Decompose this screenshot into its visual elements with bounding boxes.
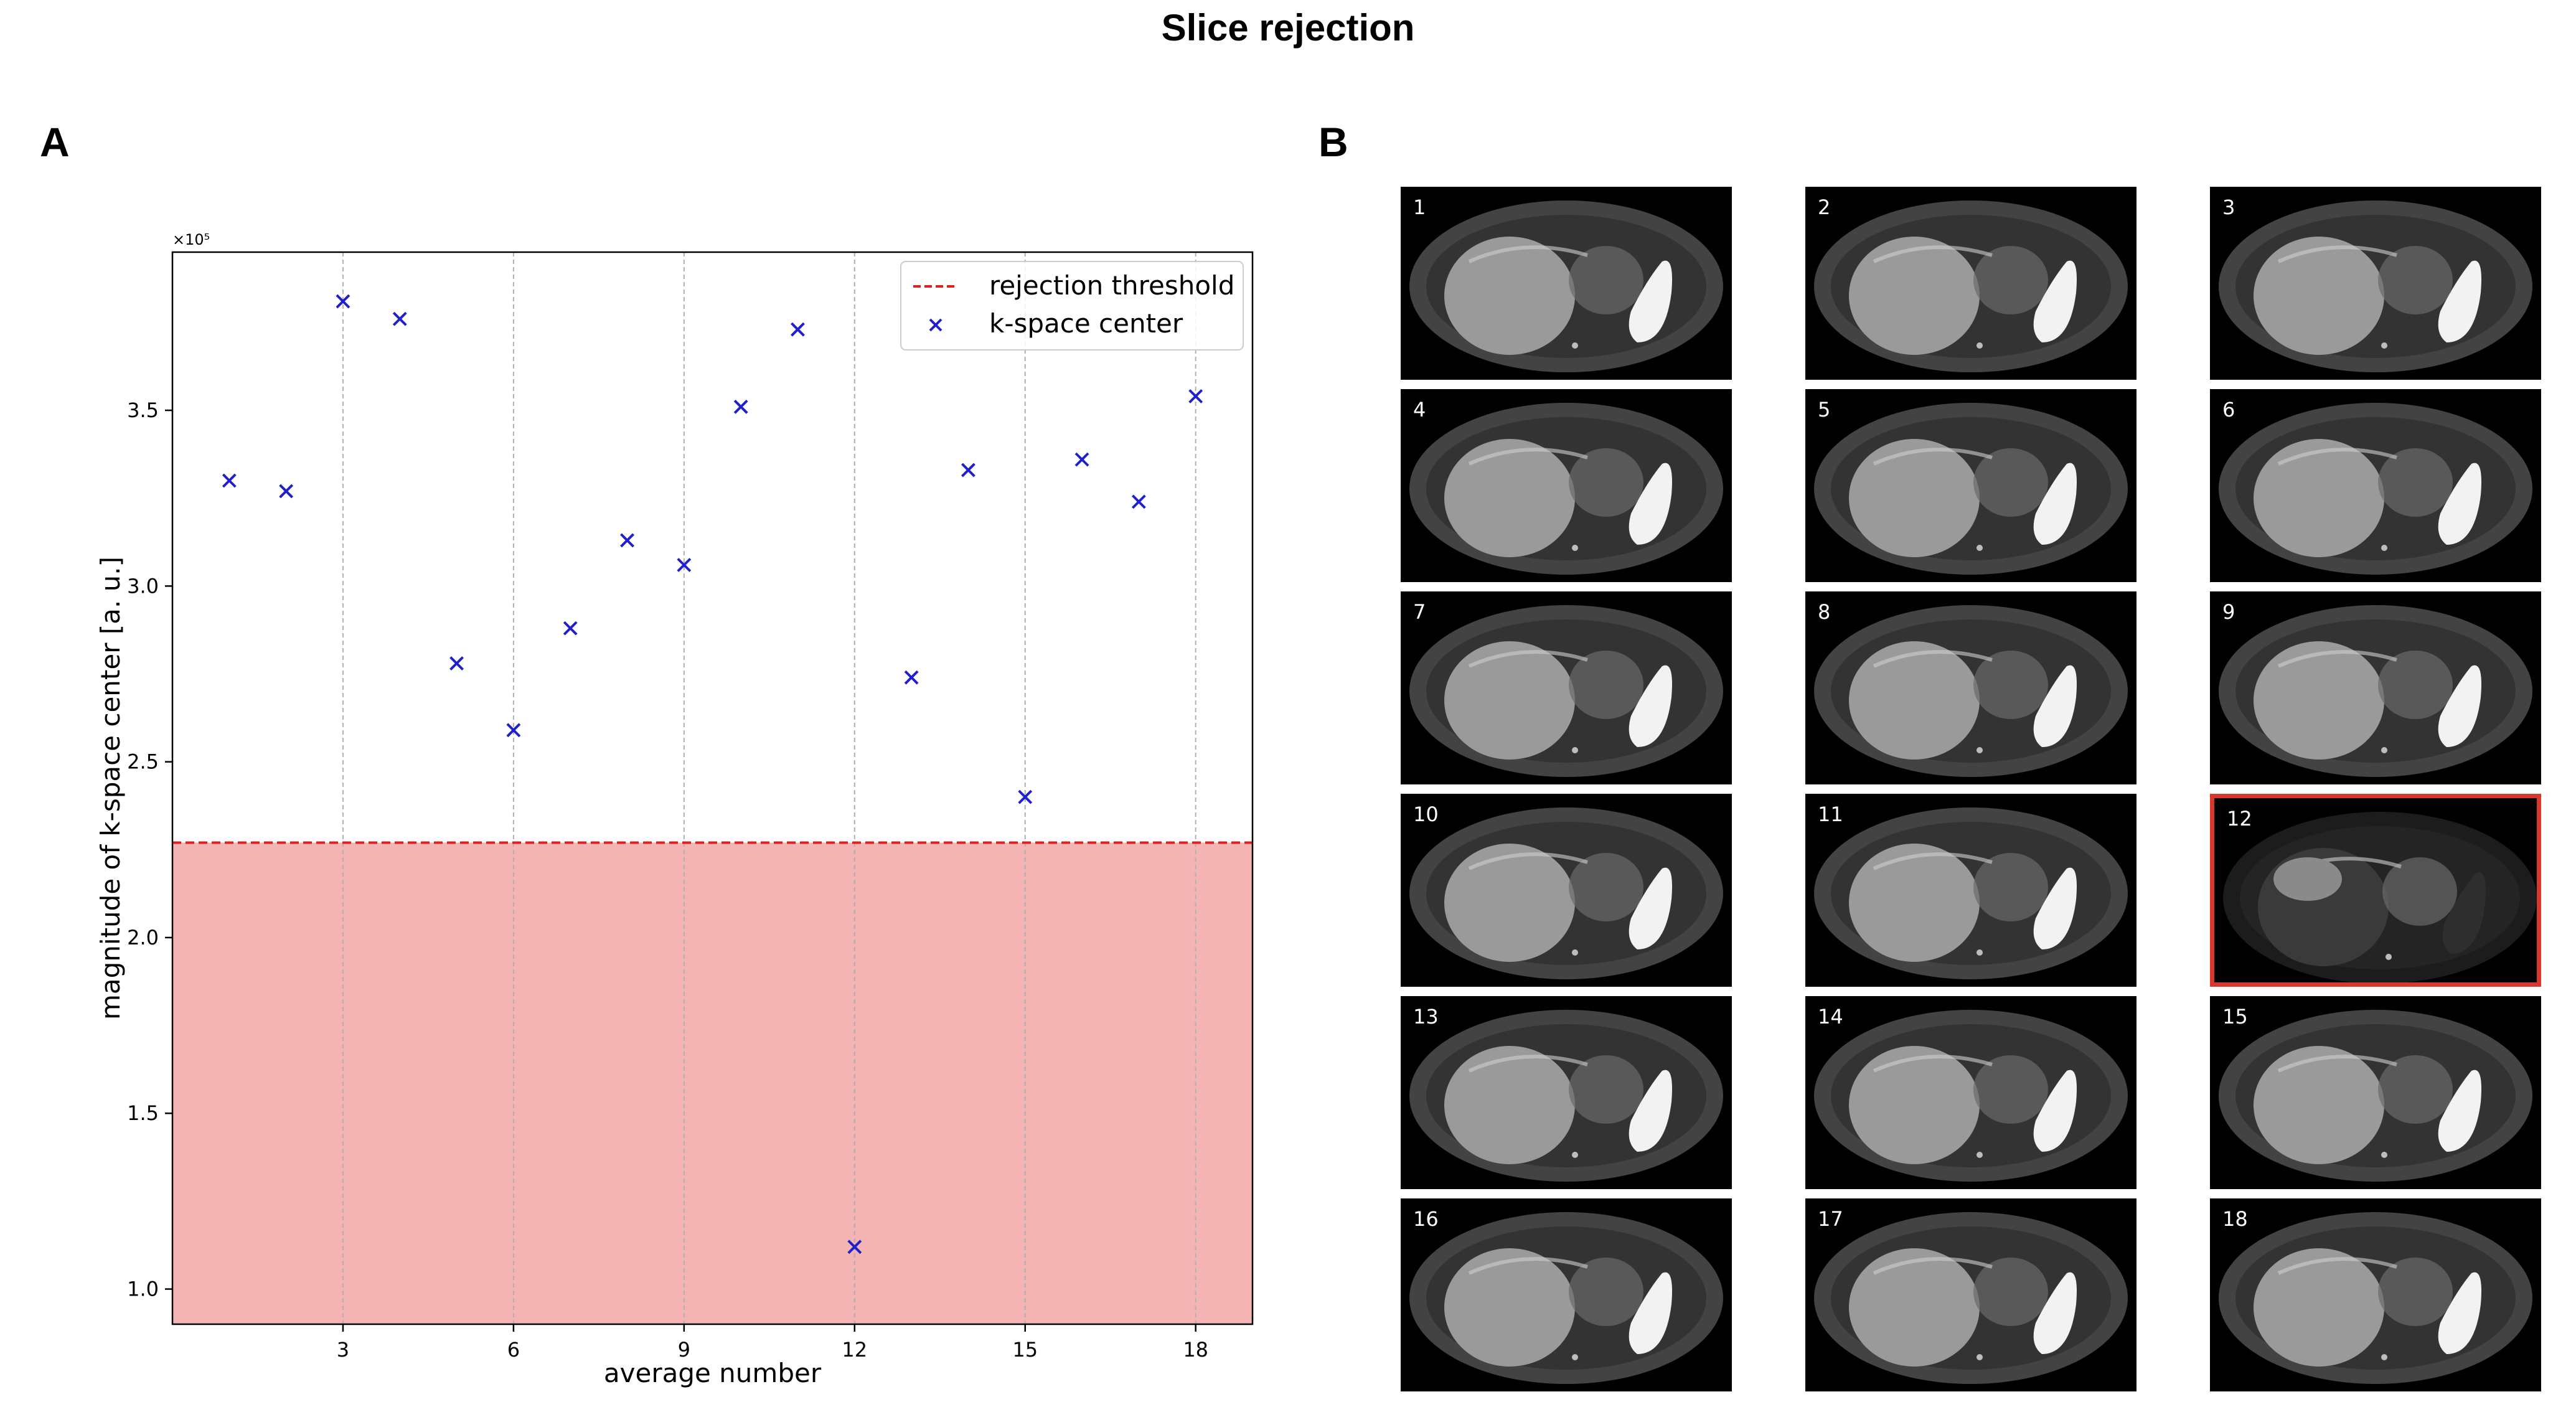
thumbnail-11[interactable]: 11 bbox=[1805, 794, 2136, 987]
data-point-1 bbox=[222, 473, 237, 488]
x-tick-label: 9 bbox=[678, 1338, 690, 1362]
thumbnail-5[interactable]: 5 bbox=[1805, 389, 2136, 582]
panel-a-label: A bbox=[40, 119, 70, 165]
mri-slice-image bbox=[2223, 812, 2537, 982]
mri-slice-image bbox=[1409, 1212, 1723, 1384]
data-point-17 bbox=[1131, 494, 1146, 509]
thumbnail-2[interactable]: 2 bbox=[1805, 187, 2136, 380]
mri-slice-image bbox=[1814, 1010, 2128, 1182]
thumbnail-number: 12 bbox=[2227, 807, 2252, 831]
data-point-16 bbox=[1074, 452, 1089, 467]
y-tick-label: 3.5 bbox=[127, 398, 159, 422]
plot-frame bbox=[171, 251, 1254, 1325]
mri-slice-image bbox=[2219, 200, 2532, 372]
mri-slice-image bbox=[1409, 605, 1723, 777]
thumbnail-number: 4 bbox=[1413, 398, 1426, 421]
mri-slice-image bbox=[2219, 1212, 2532, 1384]
mri-slice-image bbox=[1814, 1212, 2128, 1384]
thumbnail-14[interactable]: 14 bbox=[1805, 996, 2136, 1189]
thumbnail-number: 18 bbox=[2222, 1207, 2248, 1231]
mri-slice-image bbox=[1814, 200, 2128, 372]
mri-slice-image bbox=[1409, 807, 1723, 979]
data-point-2 bbox=[279, 484, 294, 499]
y-tick-label: 1.0 bbox=[127, 1278, 159, 1301]
data-point-14 bbox=[961, 463, 975, 478]
thumbnail-number: 1 bbox=[1413, 195, 1426, 219]
data-point-5 bbox=[449, 656, 464, 671]
mri-slice-image bbox=[1814, 403, 2128, 575]
mri-slice-image bbox=[1814, 605, 2128, 777]
legend-kspace-swatch bbox=[929, 318, 942, 332]
data-point-8 bbox=[620, 533, 634, 548]
mri-slice-image bbox=[1409, 200, 1723, 372]
data-point-12 bbox=[847, 1240, 862, 1254]
data-point-11 bbox=[791, 322, 805, 337]
x-tick-label: 6 bbox=[507, 1338, 520, 1362]
legend-box bbox=[900, 261, 1244, 351]
data-point-13 bbox=[904, 670, 919, 685]
data-point-15 bbox=[1018, 789, 1033, 804]
thumbnail-number: 5 bbox=[1818, 398, 1831, 421]
data-point-6 bbox=[506, 723, 521, 738]
data-point-4 bbox=[392, 311, 407, 326]
data-point-10 bbox=[733, 400, 748, 414]
mri-slice-image bbox=[2219, 605, 2532, 777]
thumbnail-number: 6 bbox=[2222, 398, 2235, 421]
thumbnail-17[interactable]: 17 bbox=[1805, 1198, 2136, 1391]
thumbnail-number: 8 bbox=[1818, 600, 1831, 624]
mri-slice-image bbox=[2219, 403, 2532, 575]
x-axis-label: average number bbox=[604, 1358, 822, 1388]
thumbnail-16[interactable]: 16 bbox=[1401, 1198, 1732, 1391]
mri-slice-image bbox=[1814, 807, 2128, 979]
rejection-region bbox=[172, 842, 1253, 1324]
scatter-chart: 3 6 9 12 15 18 1.0 1.5 2.0 2.5 3.0 3.5 ×10⁵ average n… bbox=[95, 231, 1254, 1388]
thumbnail-number: 14 bbox=[1818, 1005, 1843, 1028]
y-tick-label: 3.0 bbox=[127, 574, 159, 598]
figure-title: Slice rejection bbox=[1161, 7, 1415, 49]
thumbnail-number: 13 bbox=[1413, 1005, 1439, 1028]
legend-kspace-label: k-space center bbox=[989, 308, 1183, 339]
x-tick-label: 3 bbox=[337, 1338, 349, 1362]
thumbnail-6[interactable]: 6 bbox=[2210, 389, 2541, 582]
thumbnail-13[interactable]: 13 bbox=[1401, 996, 1732, 1189]
data-point-18 bbox=[1188, 389, 1203, 403]
mri-slice-image bbox=[1409, 1010, 1723, 1182]
x-tick-label: 12 bbox=[842, 1338, 867, 1362]
thumbnail-12[interactable]: 12 bbox=[2210, 794, 2541, 987]
thumbnail-number: 9 bbox=[2222, 600, 2235, 624]
thumbnail-4[interactable]: 4 bbox=[1401, 389, 1732, 582]
thumbnail-number: 15 bbox=[2222, 1005, 2248, 1028]
thumbnail-number: 2 bbox=[1818, 195, 1831, 219]
thumbnail-9[interactable]: 9 bbox=[2210, 591, 2541, 784]
y-tick-label: 1.5 bbox=[127, 1101, 159, 1125]
y-axis-label: magnitude of k-space center [a. u.] bbox=[95, 557, 126, 1020]
thumbnail-8[interactable]: 8 bbox=[1805, 591, 2136, 784]
thumbnail-number: 11 bbox=[1818, 802, 1843, 826]
x-tick-label: 15 bbox=[1012, 1338, 1038, 1362]
data-point-9 bbox=[677, 558, 692, 572]
legend-threshold-label: rejection threshold bbox=[989, 270, 1234, 301]
thumbnail-18[interactable]: 18 bbox=[2210, 1198, 2541, 1391]
data-point-7 bbox=[563, 621, 578, 636]
y-tick-label: 2.5 bbox=[127, 750, 159, 774]
y-offset-text: ×10⁵ bbox=[172, 231, 210, 248]
thumbnail-1[interactable]: 1 bbox=[1401, 187, 1732, 380]
thumbnail-number: 16 bbox=[1413, 1207, 1439, 1231]
x-tick-label: 18 bbox=[1183, 1338, 1208, 1362]
data-point-3 bbox=[336, 294, 350, 309]
panel-b-label: B bbox=[1319, 119, 1348, 165]
mri-slice-image bbox=[1409, 403, 1723, 575]
y-tick-label: 2.0 bbox=[127, 926, 159, 949]
thumbnail-number: 17 bbox=[1818, 1207, 1843, 1231]
thumbnail-7[interactable]: 7 bbox=[1401, 591, 1732, 784]
thumbnail-15[interactable]: 15 bbox=[2210, 996, 2541, 1189]
thumbnail-10[interactable]: 10 bbox=[1401, 794, 1732, 987]
mri-slice-image bbox=[2219, 1010, 2532, 1182]
thumbnail-number: 3 bbox=[2222, 195, 2235, 219]
thumbnail-number: 10 bbox=[1413, 802, 1439, 826]
thumbnail-3[interactable]: 3 bbox=[2210, 187, 2541, 380]
thumbnail-number: 7 bbox=[1413, 600, 1426, 624]
